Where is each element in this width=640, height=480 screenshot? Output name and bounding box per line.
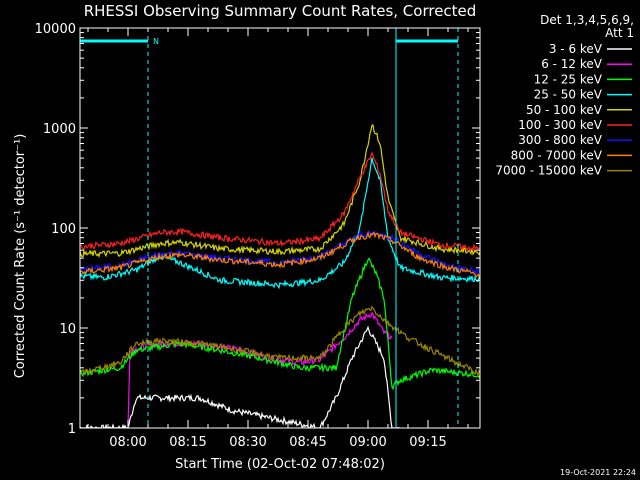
plot-area: N	[80, 28, 480, 428]
legend-label-4: 25 - 50 keV	[534, 88, 603, 102]
series-layer	[80, 124, 480, 428]
legend-label-6: 100 - 300 keV	[518, 118, 602, 132]
y-tick-label: 1	[68, 422, 76, 437]
y-tick-label: 100	[51, 222, 76, 237]
y-tick-label: 10000	[35, 22, 76, 37]
marker-layer: N	[80, 28, 459, 428]
series-line-1	[80, 325, 400, 428]
x-tick-label: 08:00	[109, 435, 146, 450]
legend-header-line-1: Det 1,3,4,5,6,9,	[540, 13, 634, 27]
x-tick-label: 08:30	[229, 435, 266, 450]
y-axis: 1 10 100 1000 10000	[35, 22, 480, 437]
x-tick-label: 09:15	[409, 435, 446, 450]
legend-label-5: 50 - 100 keV	[526, 103, 603, 117]
legend-label-7: 300 - 800 keV	[518, 133, 602, 147]
y-tick-label: 10	[59, 322, 76, 337]
series-line-7	[80, 229, 480, 277]
night-marker-label: N	[153, 37, 159, 46]
legend-label-1: 3 - 6 keV	[549, 42, 603, 56]
series-line-8	[80, 230, 480, 278]
legend-label-9: 7000 - 15000 keV	[495, 164, 602, 178]
x-tick-label: 08:45	[289, 435, 326, 450]
legend-label-8: 800 - 7000 keV	[511, 148, 603, 162]
x-tick-label: 09:00	[349, 435, 386, 450]
legend-label-2: 6 - 12 keV	[541, 57, 603, 71]
series-line-9	[80, 305, 480, 377]
legend-label-3: 12 - 25 keV	[534, 72, 603, 86]
y-axis-label: Corrected Count Rate (s⁻¹ detector⁻¹)	[13, 134, 28, 379]
legend-header-line-2: Att 1	[605, 26, 634, 40]
y-tick-label: 1000	[43, 122, 76, 137]
corner-timestamp: 19-Oct-2021 22:24	[560, 468, 636, 477]
chart-title: RHESSI Observing Summary Count Rates, Co…	[84, 2, 477, 20]
y-axis-label-group: Corrected Count Rate (s⁻¹ detector⁻¹)	[13, 134, 28, 379]
series-line-6	[80, 151, 480, 253]
x-axis: 08:00 08:15 08:30 08:45 09:00 09:15	[87, 28, 469, 450]
series-line-5	[80, 124, 480, 258]
series-line-3	[80, 257, 480, 391]
x-tick-label: 08:15	[169, 435, 206, 450]
x-axis-label: Start Time (02-Oct-02 07:48:02)	[175, 457, 385, 472]
